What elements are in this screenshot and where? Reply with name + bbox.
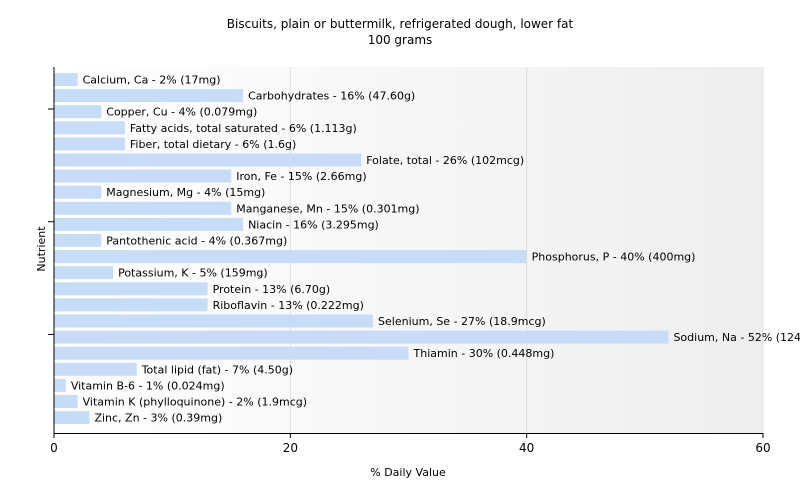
x-tick-label: 0 (50, 441, 58, 455)
bar (54, 378, 66, 392)
bar-data-label: Iron, Fe - 15% (2.66mg) (236, 170, 366, 183)
bar-data-label: Vitamin B-6 - 1% (0.024mg) (71, 379, 225, 392)
bar (54, 137, 125, 151)
bar-data-label: Riboflavin - 13% (0.222mg) (213, 299, 364, 312)
bar (54, 169, 232, 183)
grid-lines (289, 67, 764, 433)
bar (54, 362, 137, 376)
chart-subtitle: 100 grams (367, 33, 433, 47)
bar (54, 185, 102, 199)
bar (54, 73, 78, 86)
bar (54, 105, 102, 119)
bar-data-label: Fatty acids, total saturated - 6% (1.113… (130, 122, 357, 135)
bar-data-label: Sodium, Na - 52% (1248mg) (673, 331, 800, 344)
bar (54, 314, 374, 328)
axes: 0 20 40 60 (48, 67, 771, 455)
bar (54, 411, 90, 425)
x-axis-title: % Daily Value (370, 466, 446, 479)
bar (54, 153, 362, 167)
bar-data-label: Zinc, Zn - 3% (0.39mg) (94, 412, 222, 425)
bar (54, 298, 208, 312)
bar-data-label: Phosphorus, P - 40% (400mg) (532, 251, 696, 264)
bar (54, 121, 125, 135)
bar (54, 201, 232, 215)
x-tick-label: 40 (519, 441, 534, 455)
bar-data-label: Pantothenic acid - 4% (0.367mg) (106, 235, 287, 248)
bar-data-label: Total lipid (fat) - 7% (4.50g) (141, 363, 293, 376)
bar-data-label: Copper, Cu - 4% (0.079mg) (106, 106, 257, 119)
bar-data-label: Carbohydrates - 16% (47.60g) (248, 90, 415, 103)
bar-data-label: Magnesium, Mg - 4% (15mg) (106, 186, 265, 199)
bar-data-label: Thiamin - 30% (0.448mg) (413, 347, 555, 360)
plot-area (54, 67, 763, 433)
y-axis-title: Nutrient (35, 226, 48, 272)
chart-title: Biscuits, plain or buttermilk, refrigera… (226, 17, 574, 31)
bar-data-label: Manganese, Mn - 15% (0.301mg) (236, 202, 419, 215)
bar (54, 250, 527, 264)
bar (54, 395, 78, 408)
bar (54, 266, 114, 280)
chart-title-block: Biscuits, plain or buttermilk, refrigera… (0, 16, 800, 48)
bar-data-label: Niacin - 16% (3.295mg) (248, 218, 379, 231)
bar-data-label: Potassium, K - 5% (159mg) (118, 267, 268, 280)
bar (54, 282, 208, 296)
bar-data-label: Protein - 13% (6.70g) (213, 283, 331, 296)
bars: Calcium, Ca - 2% (17mg) Carbohydrates - 1… (54, 73, 800, 425)
x-tick-label: 60 (755, 441, 770, 455)
bar (54, 217, 244, 231)
bar (54, 330, 669, 344)
bar (54, 234, 102, 247)
x-tick-label: 20 (283, 441, 298, 455)
bar (54, 89, 244, 103)
bar-data-label: Selenium, Se - 27% (18.9mcg) (378, 315, 546, 328)
bar-data-label: Calcium, Ca - 2% (17mg) (83, 74, 221, 87)
bar-data-label: Folate, total - 26% (102mcg) (366, 154, 524, 167)
bar (54, 346, 409, 360)
bar-data-label: Fiber, total dietary - 6% (1.6g) (130, 138, 296, 151)
bar-data-label: Vitamin K (phylloquinone) - 2% (1.9mcg) (83, 396, 307, 409)
